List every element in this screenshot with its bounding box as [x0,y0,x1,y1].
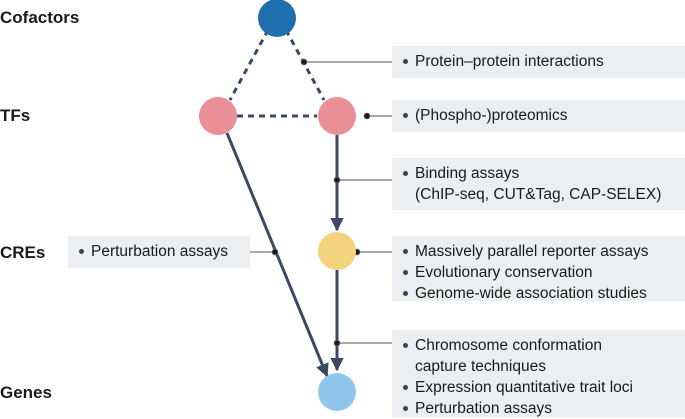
node-tf-left [199,97,237,135]
box-gene-methods: Chromosome conformation capture techniqu… [392,330,685,417]
box-cre-methods: Massively parallel reporter assays Evolu… [392,236,685,304]
node-tf-right [318,97,356,135]
row-label-cofactors: Cofactors [0,8,80,27]
box-protein-interactions: Protein–protein interactions [392,46,685,78]
node-cre [318,232,356,270]
edge-cofactor-tf-left [228,29,270,101]
node-cofactor [258,0,296,37]
method-item: Expression quantitative trait loci [402,377,677,398]
method-item: Chromosome conformation [402,335,677,356]
row-label-tfs: TFs [0,106,31,125]
leader-dot-phospho [363,112,371,120]
method-item: Massively parallel reporter assays [402,241,677,262]
method-item: Genome-wide association studies [402,283,677,304]
box-binding-assays: Binding assays (ChIP-seq, CUT&Tag, CAP-S… [392,158,685,210]
method-item: Binding assays [402,163,677,184]
method-item: Evolutionary conservation [402,262,677,283]
method-item: Perturbation assays [402,398,677,419]
method-item: Protein–protein interactions [402,51,677,72]
method-item-continuation: (ChIP-seq, CUT&Tag, CAP-SELEX) [415,186,662,203]
leader-dot-binding [333,176,341,184]
box-proteomics: (Phospho-)proteomics [392,100,685,132]
node-gene [318,373,356,411]
leader-dot-gene-methods [333,339,341,347]
method-item-continuation: capture techniques [415,358,546,375]
edge-cofactor-tf-right [284,29,326,101]
leader-dot-perturbation-left [271,248,279,256]
method-item: Perturbation assays [78,241,242,262]
method-item: (Phospho-)proteomics [402,105,677,126]
row-label-cres: CREs [0,243,46,262]
box-perturbation-left: Perturbation assays [68,236,250,268]
row-label-genes: Genes [0,383,52,402]
leader-dot-ppi [300,58,308,66]
